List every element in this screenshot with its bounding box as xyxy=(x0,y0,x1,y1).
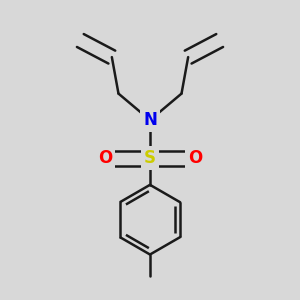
Text: S: S xyxy=(144,149,156,167)
Text: O: O xyxy=(98,149,112,167)
Text: N: N xyxy=(143,111,157,129)
Text: O: O xyxy=(188,149,202,167)
